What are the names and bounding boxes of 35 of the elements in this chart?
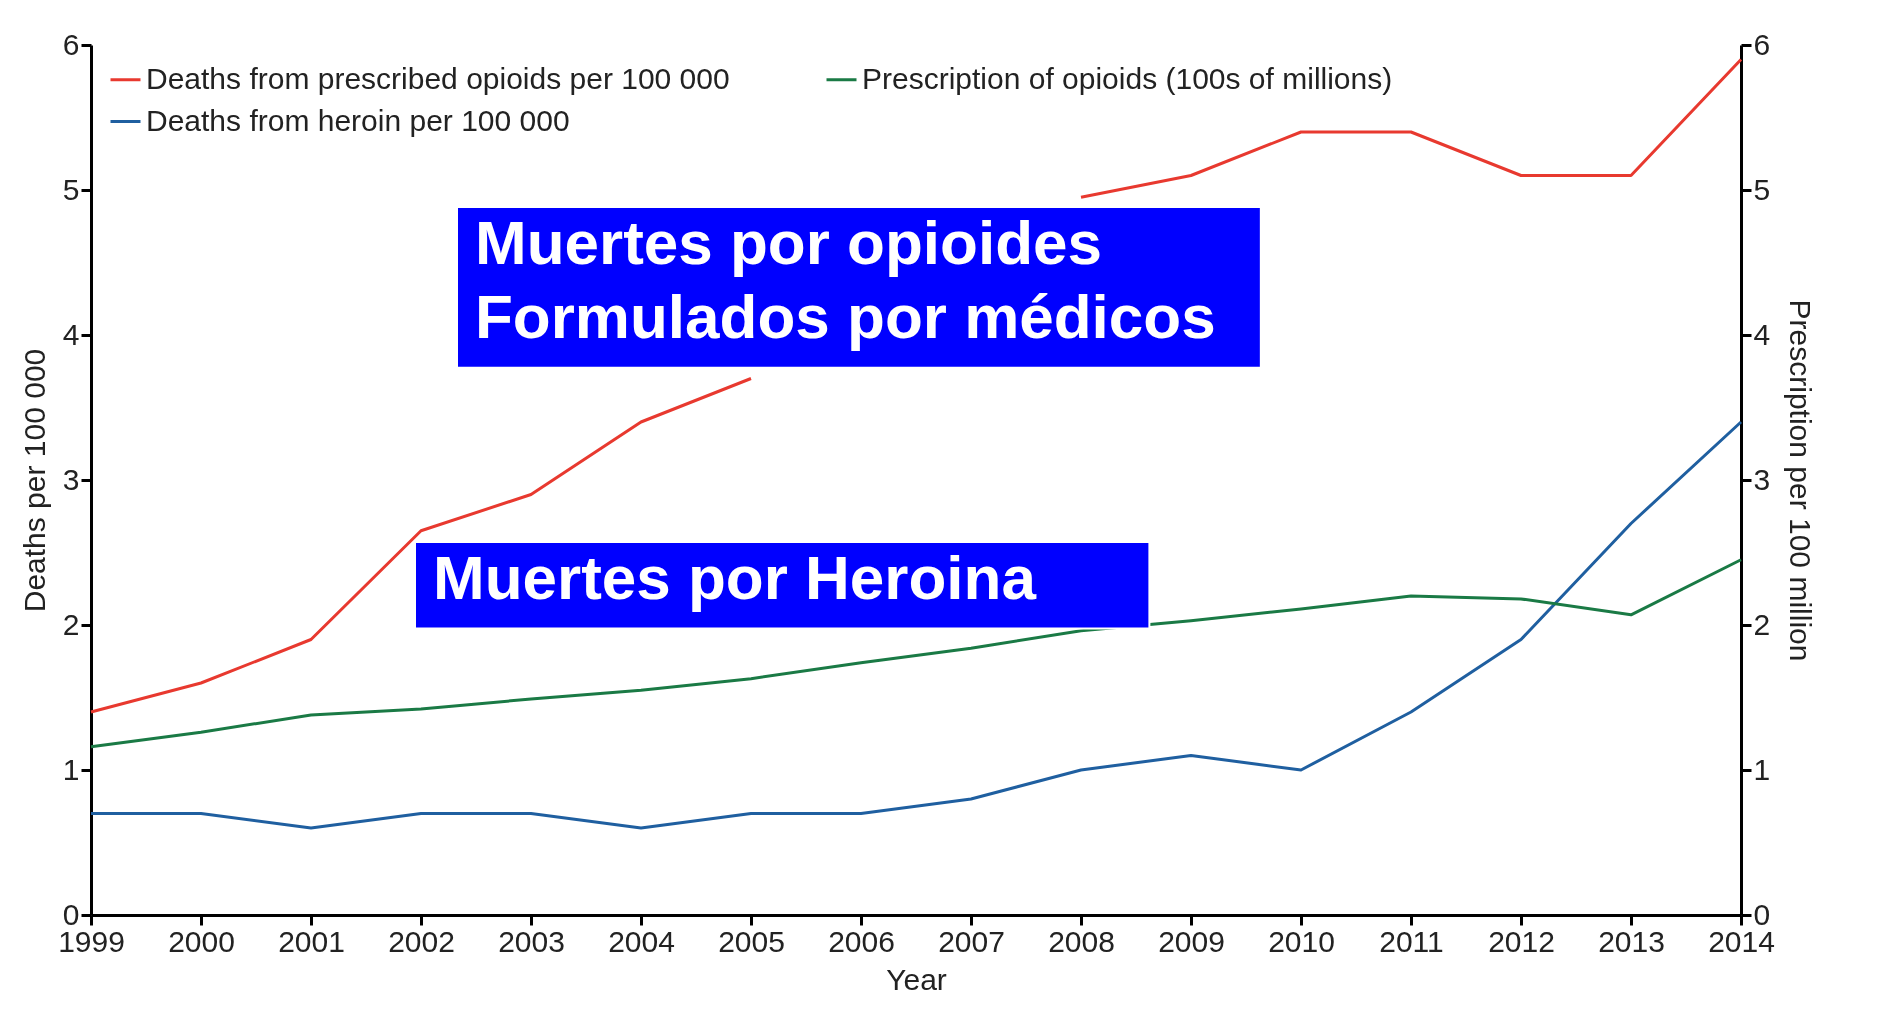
y2-tick-label: 5 (1753, 172, 1771, 206)
x-tick-label: 2004 (608, 924, 675, 958)
x-tick-label: 2013 (1598, 924, 1665, 958)
x-tick-label: 2005 (718, 924, 785, 958)
x-tick-label: 2001 (278, 924, 345, 958)
legend-label: Deaths from prescribed opioids per 100 000 (146, 61, 730, 95)
x-tick-label: 2007 (938, 924, 1005, 958)
y2-tick-label: 1 (1753, 752, 1771, 786)
y-tick-label: 2 (62, 607, 80, 641)
x-tick-label: 2002 (388, 924, 455, 958)
y-tick-label: 6 (62, 27, 80, 61)
annotation: Muertes por Heroina (433, 543, 1037, 612)
x-axis-title: Year (886, 962, 947, 996)
legend-label: Deaths from heroin per 100 000 (146, 103, 570, 137)
x-tick-label: 2000 (168, 924, 235, 958)
line-series (89, 420, 1743, 830)
y-tick-label: 3 (62, 462, 80, 496)
y2-tick-label: 2 (1753, 607, 1771, 641)
x-tick-label: 2011 (1379, 924, 1444, 958)
x-tick-label: 2008 (1048, 924, 1115, 958)
y2-axis-title: Prescription per 100 million (1784, 299, 1818, 662)
y2-tick-label: 4 (1753, 317, 1771, 351)
x-tick-label: 2006 (828, 924, 895, 958)
y-tick-label: 4 (62, 317, 80, 351)
y2-tick-label: 3 (1753, 462, 1771, 496)
x-tick-label: 2003 (498, 924, 565, 958)
x-tick-label: 2012 (1488, 924, 1555, 958)
y-axis-title: Deaths per 100 000 (17, 348, 51, 613)
legend-label: Prescription of opioids (100s of millions) (862, 61, 1393, 95)
x-tick-label: 2009 (1158, 924, 1225, 958)
annotation: Muertes por opioides Formulados por médicos (475, 208, 1216, 352)
y2-tick-label: 6 (1753, 27, 1771, 61)
y-tick-label: 1 (62, 752, 80, 786)
x-tick-label: 2010 (1268, 924, 1335, 958)
y-tick-label: 5 (62, 172, 80, 206)
